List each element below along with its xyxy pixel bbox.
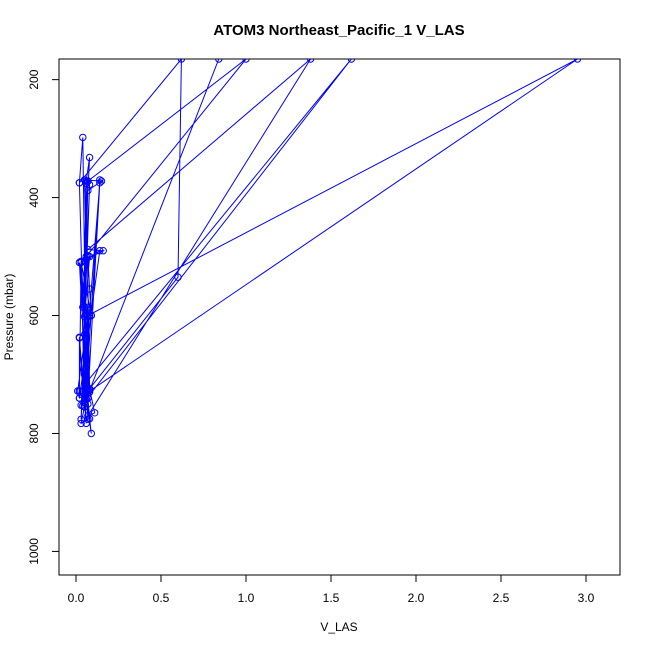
data-point <box>174 273 182 281</box>
data-point <box>85 285 94 293</box>
data-point <box>91 409 99 417</box>
data-point <box>85 153 94 162</box>
data-point <box>84 303 92 311</box>
y-tick-label: 800 <box>27 423 41 443</box>
data-point <box>85 386 94 395</box>
data-point <box>82 395 90 403</box>
x-tick-label: 1.5 <box>323 591 340 605</box>
x-tick-label: 3.0 <box>578 591 595 605</box>
data-point <box>80 303 89 311</box>
data-point <box>84 177 92 185</box>
x-axis-label: V_LAS <box>320 620 357 634</box>
data-point <box>84 245 92 254</box>
data-point <box>96 176 104 184</box>
data-point <box>74 387 82 395</box>
data-point <box>177 59 186 63</box>
x-tick-label: 1.0 <box>238 591 255 605</box>
data-point <box>80 313 89 321</box>
plot-frame <box>58 58 621 576</box>
data-point <box>96 247 104 255</box>
data-point <box>80 257 89 265</box>
x-tick-label: 2.5 <box>493 591 510 605</box>
x-tick-label: 0.5 <box>153 591 170 605</box>
data-point <box>82 419 90 428</box>
data-point <box>75 394 84 402</box>
data-point <box>82 179 90 188</box>
y-axis: 200 400 600 800 1000 <box>27 69 59 565</box>
data-point <box>79 133 87 142</box>
y-tick-label: 600 <box>27 305 41 325</box>
data-point <box>87 429 96 438</box>
y-axis-label: Pressure (mbar) <box>2 274 16 361</box>
data-point <box>573 59 582 63</box>
data-point <box>99 247 107 255</box>
y-tick-label: 1000 <box>27 538 41 565</box>
data-point <box>77 257 85 265</box>
data-point <box>75 258 84 267</box>
data-point <box>97 177 106 185</box>
data-point <box>80 370 89 379</box>
data-point <box>75 333 84 341</box>
plot-area <box>74 59 582 438</box>
data-point <box>347 59 356 63</box>
data-point <box>80 403 89 411</box>
data-point <box>77 419 85 428</box>
data-point <box>242 59 250 63</box>
chart-title: ATOM3 Northeast_Pacific_1 V_LAS <box>213 22 464 39</box>
x-tick-label: 0.0 <box>68 591 85 605</box>
data-point <box>84 412 92 420</box>
data-point <box>84 252 92 261</box>
data-point <box>77 401 85 409</box>
x-tick-label: 2.0 <box>408 591 425 605</box>
data-point <box>306 59 315 63</box>
x-axis: 0.0 0.5 1.0 1.5 2.0 2.5 3.0 <box>68 575 595 605</box>
data-point <box>85 180 94 189</box>
data-point <box>84 415 92 423</box>
series-line <box>77 59 578 434</box>
y-tick-label: 200 <box>27 69 41 89</box>
y-tick-label: 400 <box>27 187 41 207</box>
data-point <box>215 59 223 63</box>
data-point <box>84 312 92 320</box>
data-point <box>96 179 104 187</box>
data-point <box>87 311 96 320</box>
